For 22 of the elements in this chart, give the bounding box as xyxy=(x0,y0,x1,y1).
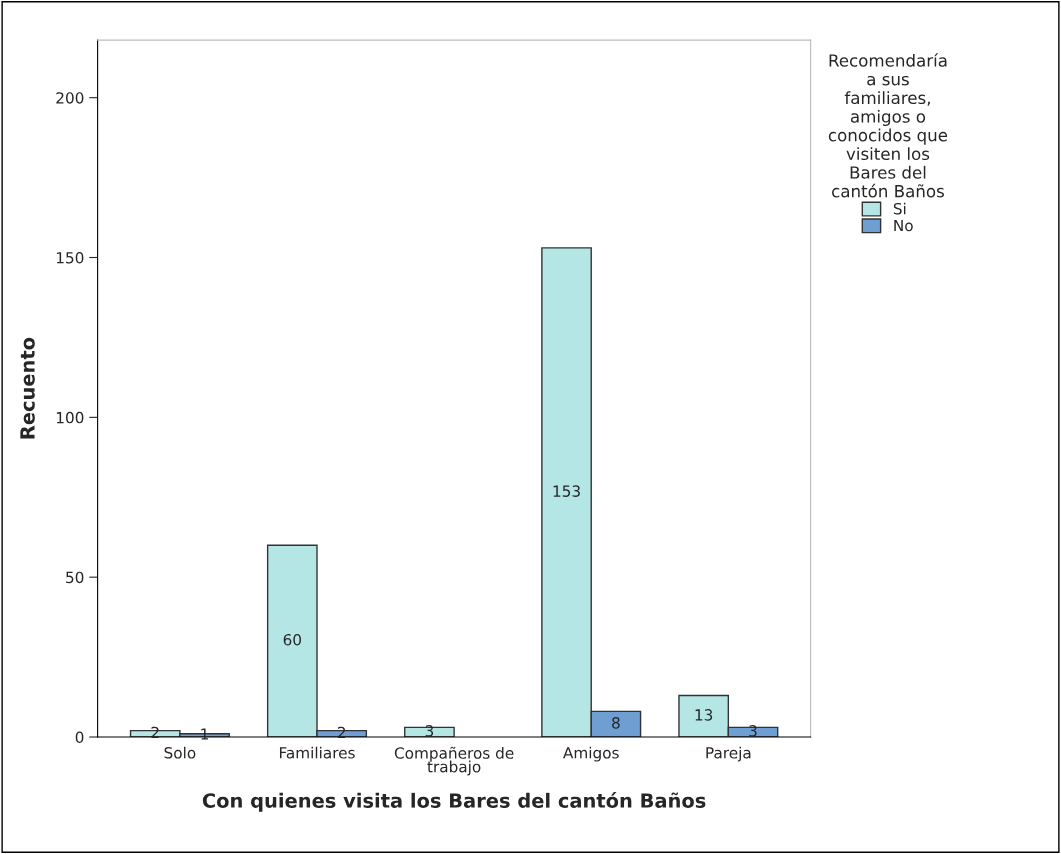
data-label: 3 xyxy=(425,725,434,737)
y-tick-label: 100 xyxy=(56,411,84,424)
legend-title: Recomendaría a sus familiares, amigos o conocidos que visiten los Bares del cantón Baños xyxy=(828,53,948,198)
x-tick-label: Pareja xyxy=(706,746,751,762)
legend-label: No xyxy=(894,219,913,232)
data-label: 8 xyxy=(612,717,620,729)
legend-label: Si xyxy=(893,202,906,215)
y-tick-label: 0 xyxy=(75,731,84,744)
data-label: 13 xyxy=(695,709,713,721)
x-axis-title: Con quienes visita los Bares del cantón Baños xyxy=(202,792,706,812)
y-tick-label: 50 xyxy=(66,571,84,584)
data-label: 3 xyxy=(749,725,757,737)
y-axis-title: Recuento xyxy=(20,337,35,439)
data-label: 153 xyxy=(553,485,580,497)
y-tick-label: 200 xyxy=(56,92,84,104)
data-label: 1 xyxy=(201,728,209,740)
data-label: 60 xyxy=(283,633,302,646)
x-tick-label: Amigos xyxy=(563,746,619,762)
y-tick-label: 150 xyxy=(56,251,84,264)
x-tick-label: Compañeros de trabajo xyxy=(394,746,514,776)
x-tick-label: Familiares xyxy=(279,746,355,759)
x-tick-label: Solo xyxy=(164,746,196,759)
